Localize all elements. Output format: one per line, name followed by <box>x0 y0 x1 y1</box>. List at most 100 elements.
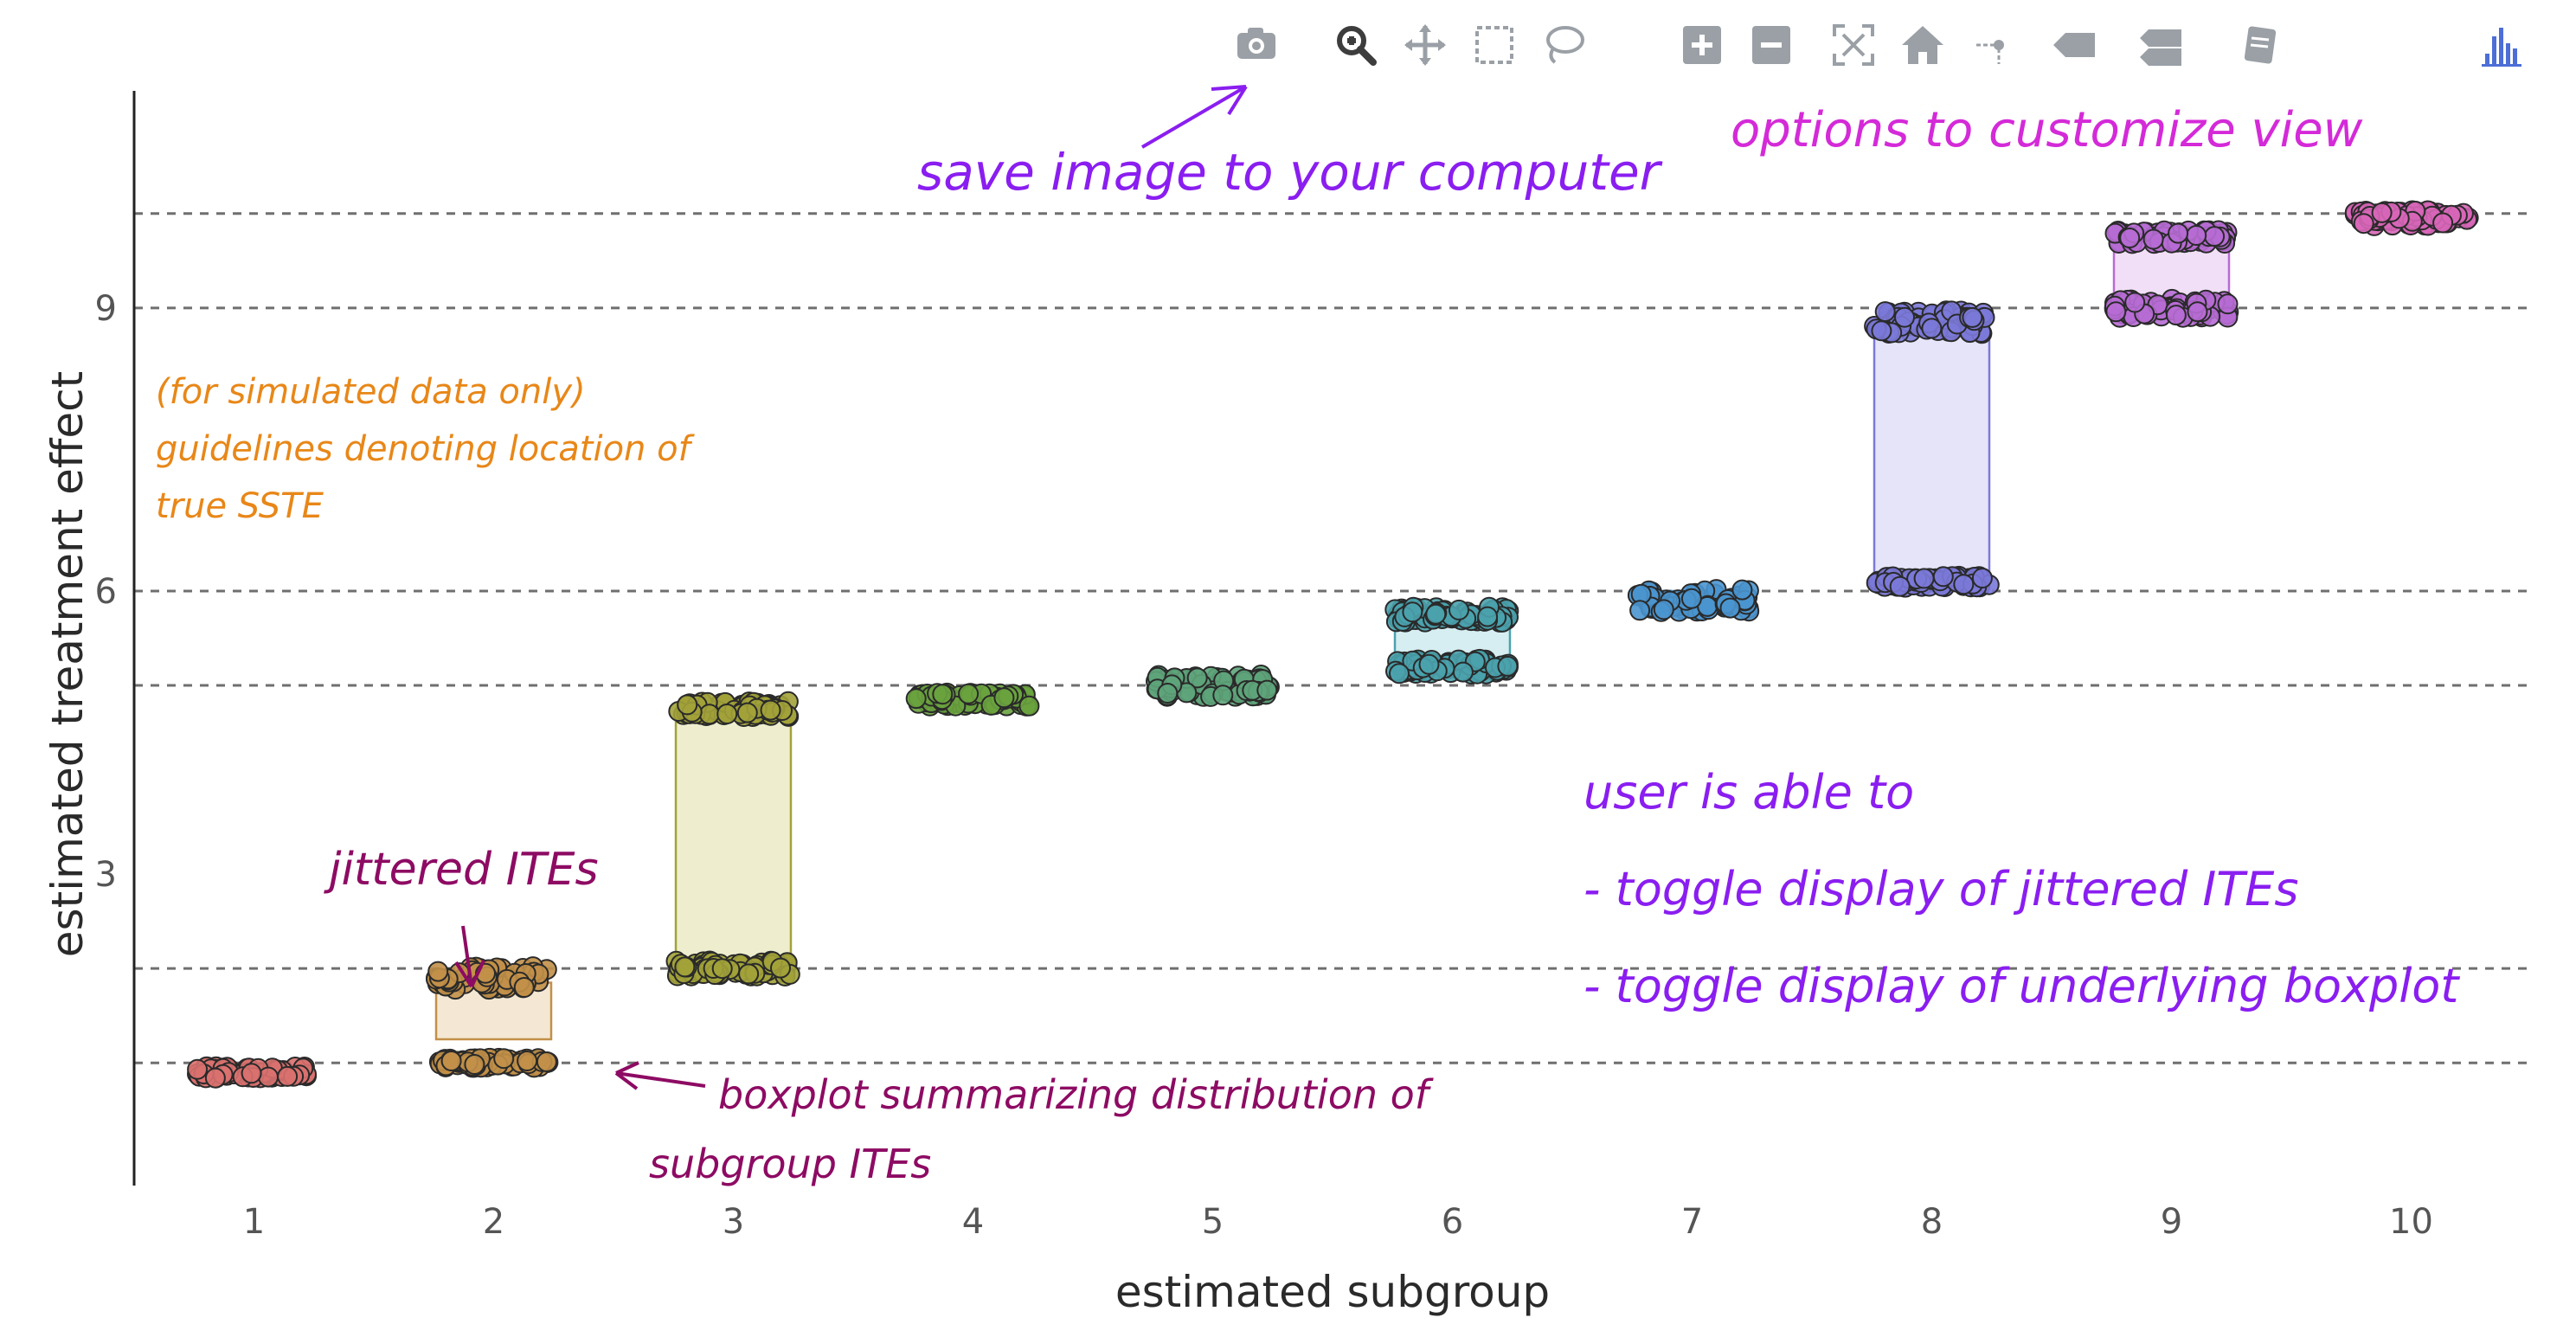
data-point <box>2105 301 2127 323</box>
data-point <box>1932 566 1954 588</box>
data-point <box>2187 301 2208 323</box>
home-icon <box>1902 26 1943 64</box>
data-point <box>517 1051 538 1071</box>
x-tick-labels: 1 2 3 4 5 6 7 8 9 10 <box>243 1202 2433 1242</box>
y-axis-title: estimated treatment effect <box>42 371 93 957</box>
y-tick-labels: 3 6 9 <box>95 289 117 895</box>
hover-compare-icon <box>2140 29 2181 66</box>
annotation-user-line: - toggle display of underlying boxplot <box>1584 959 2459 1013</box>
annotation-guidelines: (for simulated data only) guidelines den… <box>156 363 691 535</box>
data-point <box>2142 228 2164 250</box>
spike-lines-button[interactable] <box>1964 17 2020 73</box>
data-point <box>738 963 760 985</box>
data-point <box>1719 597 1741 619</box>
data-point <box>1921 318 1943 339</box>
data-point <box>493 1048 515 1070</box>
data-point <box>2165 305 2187 326</box>
data-point <box>1449 599 1469 620</box>
hover-closest-button[interactable] <box>2046 17 2102 73</box>
jittered-points-layer[interactable] <box>187 200 2479 1089</box>
data-point <box>2124 292 2146 313</box>
edit-chart-button[interactable] <box>2232 17 2288 73</box>
autoscale-button[interactable] <box>1826 17 1881 73</box>
data-point <box>241 1063 262 1084</box>
y-tick-label: 6 <box>95 572 117 612</box>
annotation-boxplot-line: subgroup ITEs <box>649 1141 932 1187</box>
data-point <box>2168 222 2189 244</box>
data-point <box>1477 606 1499 627</box>
hover-closest-icon <box>2053 33 2095 57</box>
x-axis-title: estimated subgroup <box>1115 1267 1550 1317</box>
lasso-button[interactable] <box>1536 17 1591 73</box>
x-tick-label: 5 <box>1202 1202 1224 1242</box>
data-point <box>2119 228 2141 248</box>
annotation-boxplot: boxplot summarizing distribution of subg… <box>649 1060 1429 1199</box>
data-point <box>905 688 927 710</box>
boxplot <box>1873 320 1991 583</box>
spike-lines-icon <box>1976 40 2004 64</box>
zoom-in-button[interactable] <box>1674 17 1730 73</box>
data-point <box>932 684 954 705</box>
data-point <box>464 1054 485 1075</box>
data-point <box>1889 575 1911 597</box>
x-tick-label: 3 <box>723 1202 744 1242</box>
data-point <box>258 1066 279 1088</box>
data-point <box>1731 579 1753 601</box>
data-point <box>1497 655 1519 677</box>
data-point <box>760 699 781 721</box>
data-point <box>1418 653 1440 675</box>
data-point <box>277 1065 299 1087</box>
data-point <box>1971 568 1993 588</box>
annotation-guidelines-line: guidelines denoting location of <box>156 429 691 469</box>
data-point <box>2353 213 2374 235</box>
annotation-jittered-ites: jittered ITEs <box>329 844 599 896</box>
x-tick-label: 10 <box>2389 1202 2433 1242</box>
plotly-logo-button[interactable] <box>2475 17 2530 73</box>
data-point <box>440 1051 462 1071</box>
zoom-button[interactable] <box>1328 17 1384 73</box>
data-point <box>1389 663 1410 685</box>
data-point <box>2204 226 2226 247</box>
data-point <box>2371 202 2393 223</box>
camera-icon <box>1237 28 1275 59</box>
data-point <box>958 683 980 704</box>
data-point <box>1653 599 1674 620</box>
data-point <box>1953 574 1975 595</box>
data-point <box>674 956 696 978</box>
annotation-boxplot-line: boxplot summarizing distribution of <box>718 1071 1429 1118</box>
x-tick-label: 9 <box>2161 1202 2182 1242</box>
data-point <box>716 704 738 724</box>
annotation-guidelines-line: true SSTE <box>156 486 324 526</box>
pan-icon <box>1404 24 1446 66</box>
boxplot <box>674 708 793 970</box>
data-point <box>1871 320 1892 342</box>
zoom-out-button[interactable] <box>1744 17 1799 73</box>
data-point <box>1913 568 1935 589</box>
jittered-arrow <box>454 925 485 988</box>
data-point <box>204 1067 226 1089</box>
home-button[interactable] <box>1895 17 1950 73</box>
data-point <box>1157 683 1179 704</box>
data-point <box>187 1058 209 1080</box>
data-point <box>770 957 791 979</box>
annotation-customize-view: options to customize view <box>1731 102 2363 158</box>
data-point <box>698 704 720 725</box>
data-point <box>1962 306 1983 328</box>
box-select-button[interactable] <box>1467 17 1522 73</box>
annotation-user-line: - toggle display of jittered ITEs <box>1584 862 2299 916</box>
data-point <box>1874 301 1896 323</box>
annotation-guidelines-line: (for simulated data only) <box>156 372 586 412</box>
pan-button[interactable] <box>1397 17 1453 73</box>
zoom-in-icon <box>1683 26 1721 64</box>
camera-button[interactable] <box>1229 17 1284 73</box>
data-point <box>1452 661 1474 683</box>
data-point <box>1018 695 1040 717</box>
data-point <box>1425 603 1447 625</box>
data-point <box>427 961 449 982</box>
save-arrow <box>1140 85 1248 149</box>
hover-compare-button[interactable] <box>2133 17 2188 73</box>
y-tick-label: 9 <box>95 289 117 329</box>
x-tick-label: 8 <box>1921 1202 1943 1242</box>
data-point <box>1212 685 1234 706</box>
